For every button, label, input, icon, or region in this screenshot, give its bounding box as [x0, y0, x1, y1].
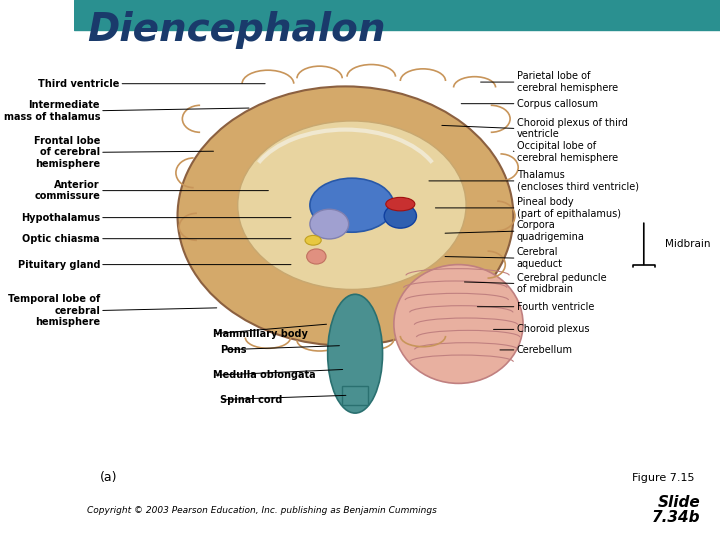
Text: Pons: Pons [220, 345, 247, 355]
Text: Anterior
commissure: Anterior commissure [34, 180, 100, 201]
Text: Pituitary gland: Pituitary gland [17, 260, 100, 269]
Text: Intermediate
mass of thalamus: Intermediate mass of thalamus [4, 100, 100, 122]
Text: Corpora
quadrigemina: Corpora quadrigemina [516, 220, 585, 242]
Ellipse shape [307, 249, 326, 264]
Polygon shape [342, 386, 368, 405]
Text: Pineal body
(part of epithalamus): Pineal body (part of epithalamus) [516, 197, 621, 219]
Text: Third ventricle: Third ventricle [38, 79, 120, 89]
Text: Mammillary body: Mammillary body [213, 329, 308, 339]
Text: Cerebral peduncle
of midbrain: Cerebral peduncle of midbrain [516, 273, 606, 294]
Ellipse shape [310, 178, 394, 232]
Text: 7.34b: 7.34b [652, 510, 701, 525]
Text: Frontal lobe
of cerebral
hemisphere: Frontal lobe of cerebral hemisphere [34, 136, 100, 169]
Text: Occipital lobe of
cerebral hemisphere: Occipital lobe of cerebral hemisphere [516, 141, 618, 163]
Text: Optic chiasma: Optic chiasma [22, 234, 100, 244]
Ellipse shape [384, 204, 416, 228]
Text: Spinal cord: Spinal cord [220, 395, 282, 404]
Text: Choroid plexus of third
ventricle: Choroid plexus of third ventricle [516, 118, 627, 139]
Text: Corpus callosum: Corpus callosum [516, 99, 598, 109]
Ellipse shape [394, 265, 523, 383]
Ellipse shape [238, 121, 466, 289]
Bar [74, 0, 720, 30]
Text: Fourth ventricle: Fourth ventricle [516, 302, 594, 312]
Ellipse shape [305, 235, 321, 245]
Text: Choroid plexus: Choroid plexus [516, 325, 589, 334]
Text: Midbrain: Midbrain [665, 239, 711, 249]
Text: Temporal lobe of
cerebral
hemisphere: Temporal lobe of cerebral hemisphere [8, 294, 100, 327]
Text: Figure 7.15: Figure 7.15 [631, 473, 694, 483]
Text: Slide: Slide [658, 495, 701, 510]
Text: Medulla oblongata: Medulla oblongata [213, 370, 315, 380]
Text: Parietal lobe of
cerebral hemisphere: Parietal lobe of cerebral hemisphere [516, 71, 618, 93]
Ellipse shape [178, 86, 513, 346]
Text: Hypothalamus: Hypothalamus [21, 213, 100, 222]
Ellipse shape [310, 209, 348, 239]
Text: Thalamus
(encloses third ventricle): Thalamus (encloses third ventricle) [516, 170, 639, 192]
Text: Diencephalon: Diencephalon [87, 11, 386, 49]
Ellipse shape [386, 197, 415, 211]
Text: Cerebral
aqueduct: Cerebral aqueduct [516, 247, 562, 269]
Text: Cerebellum: Cerebellum [516, 345, 572, 355]
Ellipse shape [328, 294, 382, 413]
Text: Copyright © 2003 Pearson Education, Inc. publishing as Benjamin Cummings: Copyright © 2003 Pearson Education, Inc.… [87, 506, 437, 515]
Text: (a): (a) [100, 471, 117, 484]
